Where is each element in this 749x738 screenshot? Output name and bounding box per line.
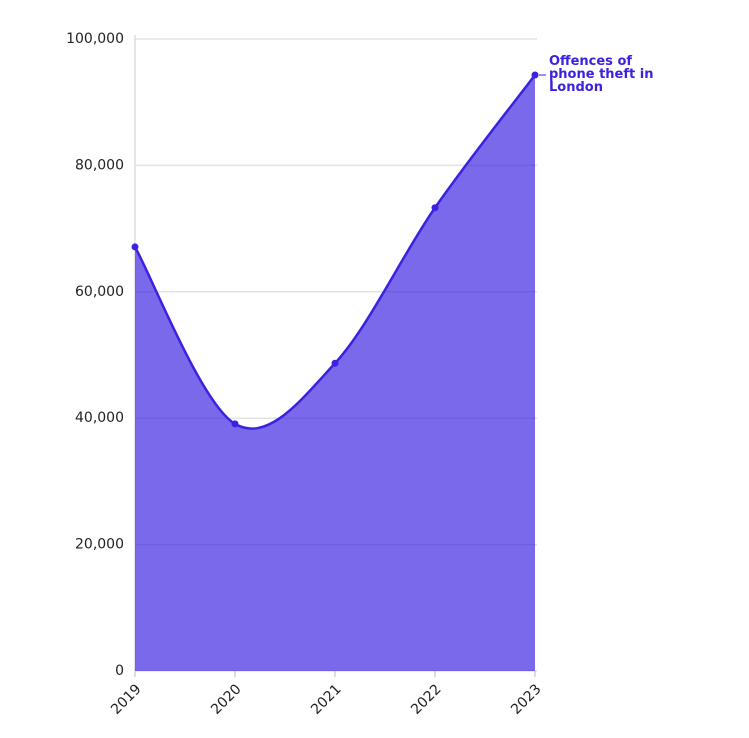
point: [331, 359, 339, 367]
x-tick-label: 2020: [208, 681, 245, 718]
y-tick-label: 100,000: [66, 31, 124, 47]
y-tick-label: 0: [115, 663, 124, 679]
point: [531, 71, 539, 79]
point: [131, 243, 139, 251]
x-tick-label: 2022: [408, 681, 445, 718]
y-tick-label: 80,000: [75, 157, 124, 173]
series-label: Offences of phone theft in London: [549, 55, 654, 96]
series-label-box: Offences of phone theft in London: [549, 55, 654, 96]
y-tick-label: 40,000: [75, 410, 124, 426]
y-tick-label: 60,000: [75, 284, 124, 300]
y-tick-label: 20,000: [75, 537, 124, 553]
x-tick-label: 2021: [308, 681, 345, 718]
point: [231, 420, 239, 428]
point: [431, 204, 439, 212]
x-tick-label: 2023: [508, 681, 545, 718]
x-tick-label: 2019: [108, 681, 145, 718]
area: [135, 75, 535, 672]
